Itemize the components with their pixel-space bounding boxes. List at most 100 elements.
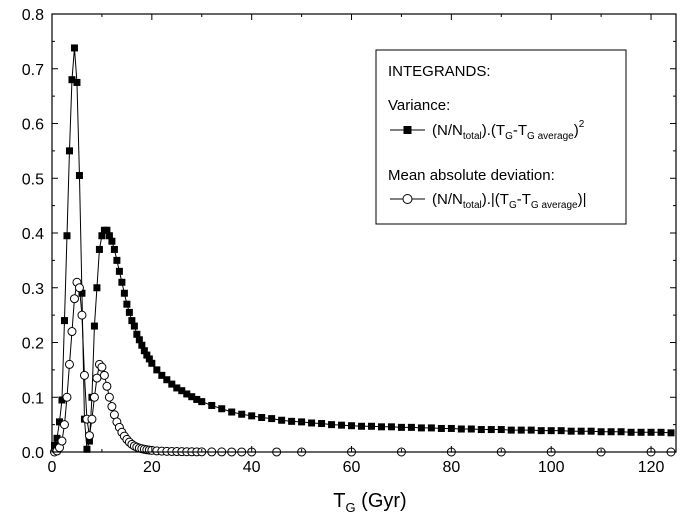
data-point: [102, 381, 112, 391]
legend-mad-marker: [402, 194, 413, 204]
data-point: [527, 426, 535, 434]
legend-mad-part-3: ).|(T: [482, 191, 509, 208]
data-point: [62, 392, 72, 402]
data-point: [138, 341, 146, 349]
data-point: [318, 420, 326, 428]
data-point: [517, 426, 525, 434]
data-point: [667, 429, 675, 437]
data-point: [607, 428, 615, 436]
y-tick-label: 0.7: [22, 62, 44, 79]
data-point: [89, 392, 99, 402]
x-axis-title-sub: G: [346, 500, 356, 515]
data-point: [99, 370, 109, 380]
data-point: [158, 371, 166, 379]
data-point: [145, 355, 153, 363]
data-point: [587, 427, 595, 435]
data-point: [447, 424, 455, 432]
data-point: [104, 392, 114, 402]
data-point: [597, 428, 605, 436]
data-point: [397, 423, 405, 431]
x-tick-label: 0: [48, 459, 57, 476]
data-point: [457, 425, 465, 433]
data-point: [98, 232, 106, 240]
data-point: [50, 441, 58, 449]
data-point: [58, 396, 66, 404]
y-tick-label: 0.5: [22, 171, 44, 188]
data-point: [268, 415, 276, 423]
data-point: [358, 422, 366, 430]
legend-variance-part-3: ).(T: [482, 122, 505, 139]
legend-variance-part-4: G: [505, 131, 513, 142]
data-point: [437, 424, 445, 432]
data-point: [84, 431, 94, 441]
data-point: [467, 425, 475, 433]
data-point: [143, 351, 151, 359]
legend-mad-part-7: )|: [578, 191, 587, 208]
data-point: [97, 362, 107, 372]
data-point: [78, 289, 86, 297]
data-point: [163, 376, 171, 384]
data-point: [417, 424, 425, 432]
data-point: [73, 78, 81, 86]
data-point: [258, 414, 266, 422]
data-point: [348, 422, 356, 430]
y-tick-label: 0.6: [22, 117, 44, 134]
data-point: [657, 428, 665, 436]
y-tick-label: 0.4: [22, 226, 44, 243]
data-point: [278, 416, 286, 424]
legend: INTEGRANDS: Variance: (N/Ntotal).(TG-TG …: [375, 49, 627, 225]
data-point: [288, 417, 296, 425]
data-point: [387, 423, 395, 431]
data-point: [77, 310, 87, 320]
data-point: [567, 427, 575, 435]
data-point: [193, 395, 201, 403]
data-point: [123, 300, 131, 308]
data-point: [507, 426, 515, 434]
data-point: [57, 436, 67, 446]
data-point: [208, 401, 216, 409]
data-point: [238, 410, 246, 418]
data-point: [173, 384, 181, 392]
data-point: [637, 428, 645, 436]
x-tick-label: 20: [143, 459, 161, 476]
y-tick-label: 0.3: [22, 281, 44, 298]
data-point: [377, 423, 385, 431]
data-point: [79, 370, 89, 380]
data-point: [107, 402, 117, 412]
data-point: [53, 434, 61, 442]
axis-ticks: 0 20 40 60 80 100 120 0.0 0.1 0.2 0.3 0.4 0.5 0.6 0.7 0…: [22, 7, 676, 476]
data-point: [87, 414, 97, 424]
data-point: [298, 418, 306, 426]
data-point: [248, 412, 256, 420]
legend-variance-part-5: -T: [513, 122, 527, 139]
data-point: [115, 267, 123, 275]
data-point: [120, 289, 128, 297]
legend-mad-heading: Mean absolute deviation:: [388, 167, 555, 184]
data-point: [103, 226, 111, 234]
data-point: [308, 419, 316, 427]
y-tick-label: 0.0: [22, 445, 44, 462]
y-tick-label: 0.2: [22, 336, 44, 353]
data-point: [153, 366, 161, 374]
x-tick-label: 100: [538, 459, 565, 476]
data-point: [68, 76, 76, 84]
data-point: [64, 359, 74, 369]
x-tick-label: 80: [442, 459, 460, 476]
y-tick-label: 0.1: [22, 390, 44, 407]
series-1: [50, 44, 675, 453]
legend-mad-part-5: -T: [517, 191, 531, 208]
legend-title: INTEGRANDS:: [388, 63, 491, 80]
data-point: [92, 373, 102, 383]
data-point: [133, 330, 141, 338]
data-point: [577, 427, 585, 435]
data-point: [183, 390, 191, 398]
data-point: [328, 421, 336, 429]
data-point: [557, 427, 565, 435]
legend-mad-part-2: total: [463, 200, 482, 211]
data-point: [140, 347, 148, 355]
data-point: [75, 172, 83, 180]
data-point: [168, 380, 176, 388]
data-point: [90, 322, 98, 330]
x-tick-label: 40: [243, 459, 261, 476]
